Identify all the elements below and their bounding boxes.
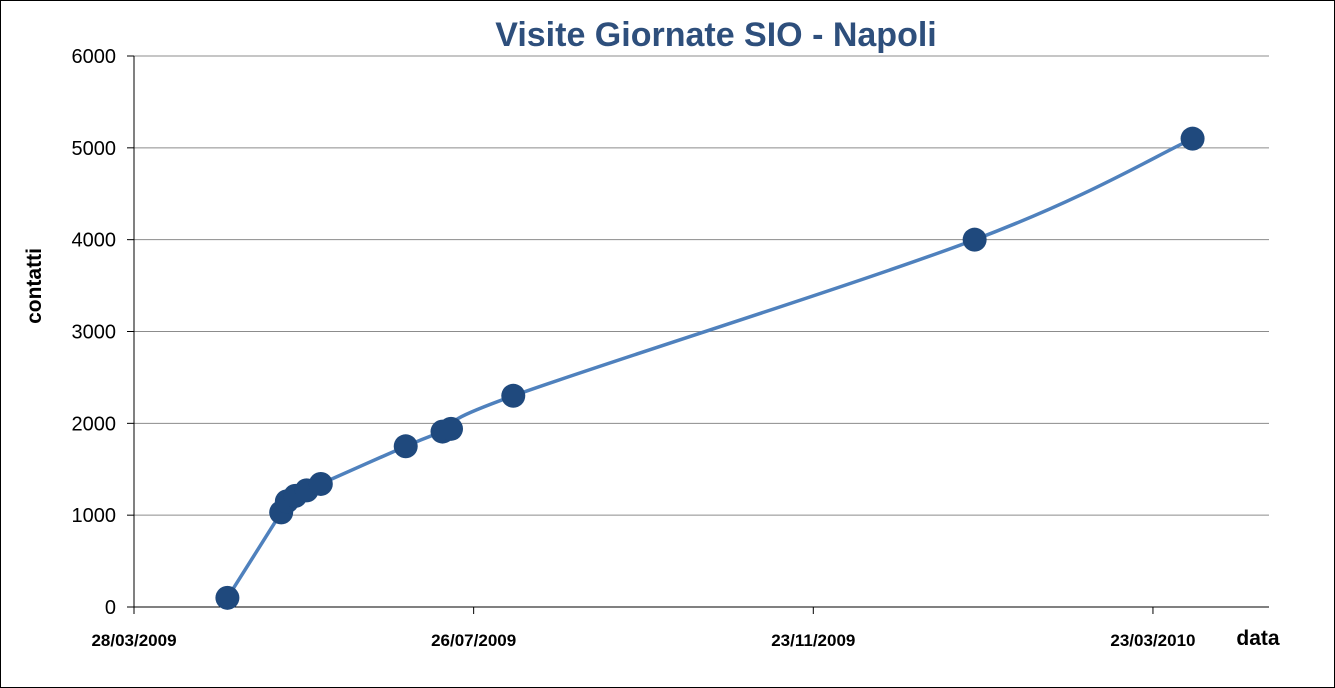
x-tick-label: 28/03/2009: [91, 631, 176, 650]
x-tick-label: 23/03/2010: [1110, 631, 1195, 650]
data-point-marker: [439, 416, 464, 441]
y-tick-label: 1000: [72, 505, 117, 527]
x-axis-label: data: [1236, 627, 1280, 650]
y-tick-label: 0: [105, 597, 116, 619]
y-tick-labels: 0 1000 2000 3000 4000 5000 6000: [72, 46, 117, 619]
data-point-marker: [393, 434, 418, 459]
series-markers: [215, 126, 1205, 610]
x-tick-label: 23/11/2009: [771, 631, 855, 650]
x-tick-labels: 28/03/2009 26/07/2009 23/11/2009 23/03/2010: [91, 631, 1195, 650]
data-point-marker: [1180, 126, 1205, 151]
series-line: [225, 137, 1194, 599]
y-tick-label: 4000: [72, 230, 117, 252]
y-tick-label: 5000: [72, 138, 117, 160]
chart-title: Visite Giornate SIO - Napoli: [495, 16, 936, 54]
axes: [133, 56, 1269, 608]
x-tick-label: 26/07/2009: [431, 631, 516, 650]
y-tick-label: 6000: [72, 46, 117, 68]
data-point-marker: [215, 585, 240, 610]
y-axis-label: contatti: [23, 248, 46, 324]
y-tick-label: 3000: [72, 322, 117, 344]
data-point-marker: [501, 383, 526, 408]
data-point-marker: [962, 227, 987, 252]
y-tick-label: 2000: [72, 413, 117, 435]
data-point-marker: [308, 471, 333, 496]
